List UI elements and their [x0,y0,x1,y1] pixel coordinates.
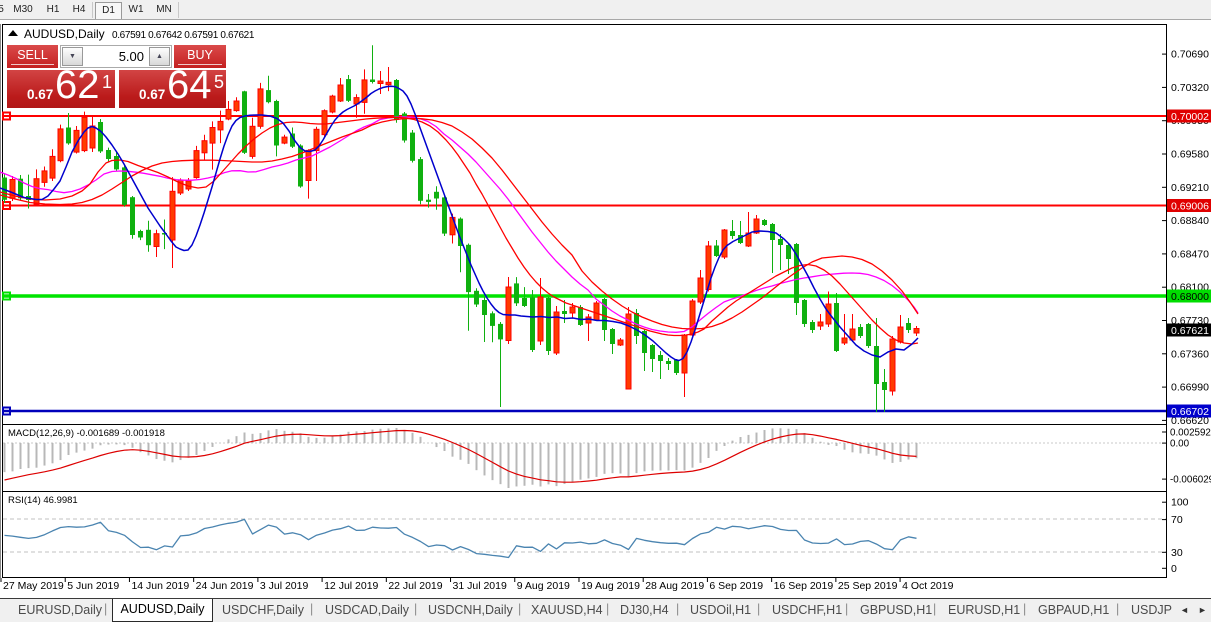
svg-text:30: 30 [1171,547,1183,559]
svg-text:0.68840: 0.68840 [1171,215,1209,227]
svg-text:0.002592: 0.002592 [1170,428,1211,439]
svg-text:0.66620: 0.66620 [1171,415,1209,427]
svg-text:MACD(12,26,9) -0.001689 -0.001: MACD(12,26,9) -0.001689 -0.001918 [8,428,165,439]
svg-text:5 Jun 2019: 5 Jun 2019 [67,580,119,592]
svg-text:RSI(14) 46.9981: RSI(14) 46.9981 [8,495,78,506]
svg-text:0.00: 0.00 [1170,439,1190,450]
svg-text:0.67591 0.67642 0.67591 0.6762: 0.67591 0.67642 0.67591 0.67621 [112,30,255,41]
svg-text:12 Jul 2019: 12 Jul 2019 [324,580,378,592]
svg-text:0.70690: 0.70690 [1171,49,1209,61]
svg-text:28 Aug 2019: 28 Aug 2019 [645,580,704,592]
svg-text:16 Sep 2019: 16 Sep 2019 [774,580,834,592]
svg-text:25 Sep 2019: 25 Sep 2019 [838,580,898,592]
svg-text:0.66702: 0.66702 [1171,406,1209,418]
svg-text:0.67621: 0.67621 [1171,325,1209,337]
svg-text:-0.006029: -0.006029 [1170,475,1211,486]
svg-text:31 Jul 2019: 31 Jul 2019 [453,580,507,592]
svg-text:24 Jun 2019: 24 Jun 2019 [196,580,254,592]
svg-text:22 Jul 2019: 22 Jul 2019 [388,580,442,592]
svg-text:9 Aug 2019: 9 Aug 2019 [517,580,570,592]
svg-text:0.66990: 0.66990 [1171,382,1209,394]
svg-text:100: 100 [1171,497,1189,509]
svg-text:19 Aug 2019: 19 Aug 2019 [581,580,640,592]
svg-text:0.68470: 0.68470 [1171,248,1209,260]
svg-text:0.70002: 0.70002 [1171,111,1209,123]
svg-text:3 Jul 2019: 3 Jul 2019 [260,580,309,592]
svg-text:0.68000: 0.68000 [1171,291,1209,303]
svg-text:0: 0 [1171,563,1177,575]
svg-text:4 Oct 2019: 4 Oct 2019 [902,580,954,592]
svg-text:0.69006: 0.69006 [1171,201,1209,213]
svg-text:AUDUSD,Daily: AUDUSD,Daily [24,27,105,41]
svg-text:0.69580: 0.69580 [1171,149,1209,161]
svg-text:0.69210: 0.69210 [1171,182,1209,194]
svg-text:0.70320: 0.70320 [1171,82,1209,94]
svg-text:70: 70 [1171,514,1183,526]
svg-text:14 Jun 2019: 14 Jun 2019 [131,580,189,592]
svg-text:6 Sep 2019: 6 Sep 2019 [709,580,763,592]
svg-text:0.67360: 0.67360 [1171,348,1209,360]
svg-text:27 May 2019: 27 May 2019 [3,580,64,592]
